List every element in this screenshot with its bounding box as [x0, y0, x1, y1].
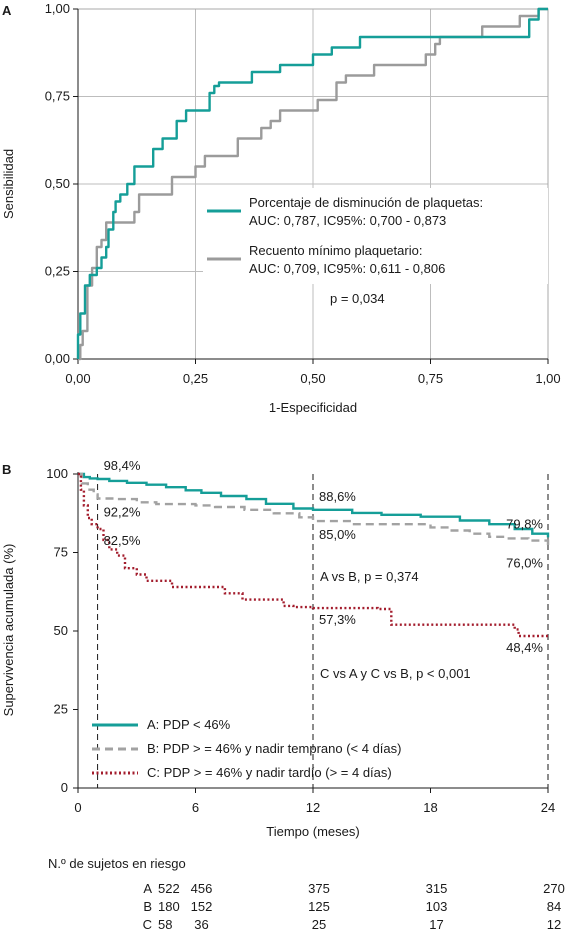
roc-chart-panel: A 0,00 0,25 0,50 0,75 1,00 0,00 0,25 0,50 0,75 1… — [1, 1, 561, 415]
km-annotation-a-vs-b: A vs B, p = 0,374 — [320, 569, 419, 584]
risk-table-rows: A 522 456 375 315 270 B 180 152 125 103 84 C 58 36 25 17… — [143, 881, 565, 932]
risk-table-cell-B-24: 84 — [547, 899, 561, 914]
roc-y-tick-label-2: 0,50 — [45, 176, 70, 191]
roc-series-line-platelet-nadir — [78, 7, 548, 361]
roc-y-tick-label-3: 0,75 — [45, 89, 70, 104]
km-y-tick-label-1: 25 — [54, 702, 68, 717]
roc-x-tick-label-4: 1,00 — [535, 371, 560, 386]
roc-x-axis-label: 1-Especificidad — [269, 400, 357, 415]
roc-y-tick-label-1: 0,25 — [45, 264, 70, 279]
roc-legend-sub-1: AUC: 0,787, IC95%: 0,700 - 0,873 — [249, 213, 446, 228]
km-y-tick-label-4: 100 — [46, 466, 68, 481]
km-series — [78, 472, 550, 638]
km-point-label-4: 85,0% — [319, 527, 356, 542]
roc-x-tick-labels: 0,00 0,25 0,50 0,75 1,00 — [65, 371, 560, 386]
roc-series-line-platelet-decrease — [76, 7, 548, 359]
roc-x-tick-label-1: 0,25 — [183, 371, 208, 386]
risk-table-cell-A-24: 270 — [543, 881, 565, 896]
risk-table: N.º de sujetos en riesgo A 522 456 375 315 27… — [48, 856, 565, 932]
roc-p-value: p = 0,034 — [330, 291, 385, 306]
roc-y-tick-label-4: 1,00 — [45, 1, 70, 16]
roc-legend-label-2: Recuento mínimo plaquetario: — [249, 243, 422, 258]
roc-series — [76, 7, 548, 361]
roc-x-tick-label-3: 0,75 — [418, 371, 443, 386]
km-y-tick-labels: 0 25 50 75 100 — [46, 466, 68, 795]
km-point-label-8: 48,4% — [506, 640, 543, 655]
roc-y-axis-label: Sensibilidad — [1, 149, 16, 219]
risk-table-group-B: B — [143, 899, 152, 914]
km-point-label-2: 82,5% — [104, 533, 141, 548]
roc-x-tick-label-2: 0,50 — [300, 371, 325, 386]
km-series-line-group-b — [78, 472, 550, 550]
km-x-tick-label-4: 24 — [541, 800, 555, 815]
roc-grid — [78, 9, 548, 359]
km-annotation-c-vs-others: C vs A y C vs B, p < 0,001 — [320, 666, 471, 681]
panel-a-label: A — [2, 3, 12, 18]
risk-table-group-C: C — [143, 917, 152, 932]
km-x-tick-labels: 0 6 12 18 24 — [74, 800, 555, 815]
risk-table-cell-B-18: 103 — [426, 899, 448, 914]
km-chart-panel: B 0 25 50 75 100 0 6 12 18 24 98,4% 92,2% 82,5% 88,… — [1, 458, 555, 839]
risk-table-cell-B-12: 125 — [308, 899, 330, 914]
risk-table-cell-A-18: 315 — [426, 881, 448, 896]
km-series-line-group-c — [78, 472, 548, 638]
km-point-label-6: 79,8% — [506, 516, 543, 531]
km-reference-lines — [97, 474, 549, 788]
roc-legend: Porcentaje de disminución de plaquetas: … — [207, 195, 483, 306]
risk-table-cell-C-6: 36 — [194, 917, 208, 932]
risk-table-cell-C-12: 25 — [312, 917, 326, 932]
km-legend: A: PDP < 46% B: PDP > = 46% y nadir temp… — [92, 717, 401, 780]
risk-table-cell-A-0: 522 — [158, 881, 180, 896]
km-x-tick-label-0: 0 — [74, 800, 81, 815]
risk-table-cell-A-12: 375 — [308, 881, 330, 896]
roc-axes — [73, 8, 549, 364]
roc-legend-label-1: Porcentaje de disminución de plaquetas: — [249, 195, 483, 210]
risk-table-cell-C-18: 17 — [429, 917, 443, 932]
km-point-label-3: 88,6% — [319, 489, 356, 504]
km-y-axis-label: Supervivencia acumulada (%) — [1, 544, 16, 717]
km-x-tick-label-2: 12 — [306, 800, 320, 815]
risk-table-group-A: A — [143, 881, 152, 896]
risk-table-cell-B-0: 180 — [158, 899, 180, 914]
risk-table-cell-C-0: 58 — [158, 917, 172, 932]
km-x-tick-label-1: 6 — [192, 800, 199, 815]
km-x-tick-label-3: 18 — [423, 800, 437, 815]
km-point-label-5: 57,3% — [319, 612, 356, 627]
km-y-tick-label-3: 75 — [54, 545, 68, 560]
km-y-tick-label-0: 0 — [61, 780, 68, 795]
km-series-line-group-a — [78, 472, 550, 538]
risk-table-cell-B-6: 152 — [191, 899, 213, 914]
roc-legend-background — [203, 188, 548, 284]
km-point-label-7: 76,0% — [506, 555, 543, 570]
km-point-labels: 98,4% 92,2% 82,5% 88,6% 85,0% 57,3% 79,8% 76,0%… — [104, 458, 544, 655]
panel-b-label: B — [2, 462, 11, 477]
risk-table-cell-A-6: 456 — [191, 881, 213, 896]
km-point-label-0: 98,4% — [104, 458, 141, 473]
risk-table-cell-C-24: 12 — [547, 917, 561, 932]
km-legend-label-b: B: PDP > = 46% y nadir temprano (< 4 día… — [147, 741, 401, 756]
km-legend-label-c: C: PDP > = 46% y nadir tardío (> = 4 día… — [147, 765, 392, 780]
km-legend-label-a: A: PDP < 46% — [147, 717, 231, 732]
roc-legend-sub-2: AUC: 0,709, IC95%: 0,611 - 0,806 — [249, 261, 445, 276]
km-y-tick-label-2: 50 — [54, 623, 68, 638]
km-x-axis-label: Tiempo (meses) — [266, 824, 359, 839]
roc-x-tick-label-0: 0,00 — [65, 371, 90, 386]
roc-y-tick-labels: 0,00 0,25 0,50 0,75 1,00 — [45, 1, 70, 366]
km-point-label-1: 92,2% — [104, 504, 141, 519]
risk-table-title: N.º de sujetos en riesgo — [48, 856, 186, 871]
roc-y-tick-label-0: 0,00 — [45, 351, 70, 366]
